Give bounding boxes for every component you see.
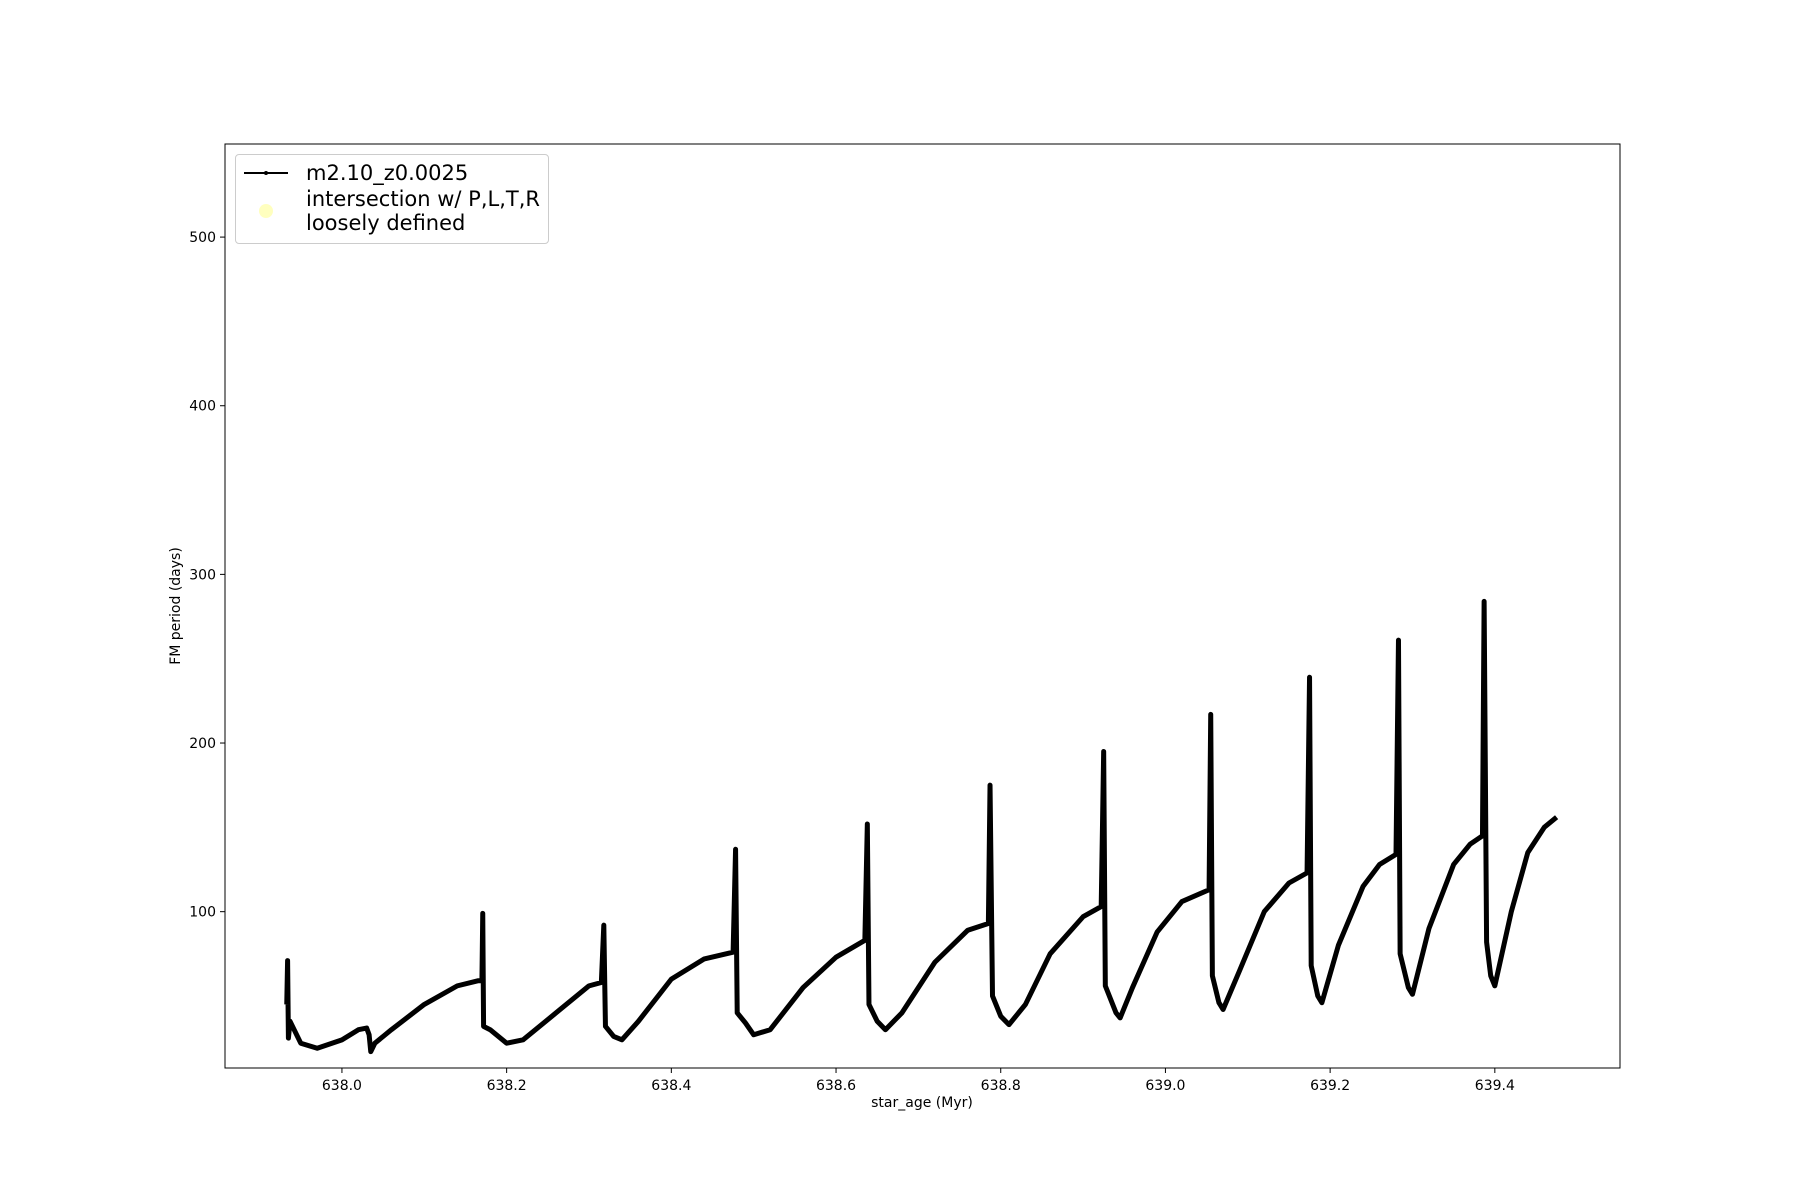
- plot-frame: [224, 143, 1621, 1069]
- y-tick-label: 400: [189, 399, 216, 415]
- legend-swatch: [244, 171, 288, 175]
- legend-label: m2.10_z0.0025: [306, 161, 469, 185]
- legend-entry: m2.10_z0.0025: [242, 161, 540, 185]
- legend-entry: intersection w/ P,L,T,R loosely defined: [242, 187, 540, 235]
- y-tick-label: 100: [189, 905, 216, 921]
- x-tick-label: 638.4: [651, 1078, 691, 1094]
- y-tick-label: 300: [189, 567, 216, 583]
- y-axis-label: FM period (days): [168, 547, 184, 665]
- legend-marker: [264, 171, 268, 175]
- x-tick-label: 638.0: [322, 1078, 362, 1094]
- x-tick-label: 638.2: [487, 1078, 527, 1094]
- legend-label: intersection w/ P,L,T,R loosely defined: [306, 187, 540, 235]
- x-tick-label: 639.4: [1475, 1078, 1515, 1094]
- legend: m2.10_z0.0025 intersection w/ P,L,T,R loo…: [235, 154, 549, 244]
- legend-swatch: [259, 204, 273, 218]
- legend-marker: [259, 204, 273, 218]
- x-tick-label: 639.2: [1310, 1078, 1350, 1094]
- x-axis-label: star_age (Myr): [871, 1095, 973, 1111]
- x-tick-label: 639.0: [1145, 1078, 1185, 1094]
- x-tick-label: 638.6: [816, 1078, 856, 1094]
- data-line: [284, 598, 1559, 1055]
- y-tick-label: 200: [189, 736, 216, 752]
- x-tick-label: 638.8: [981, 1078, 1021, 1094]
- y-tick-label: 500: [189, 230, 216, 246]
